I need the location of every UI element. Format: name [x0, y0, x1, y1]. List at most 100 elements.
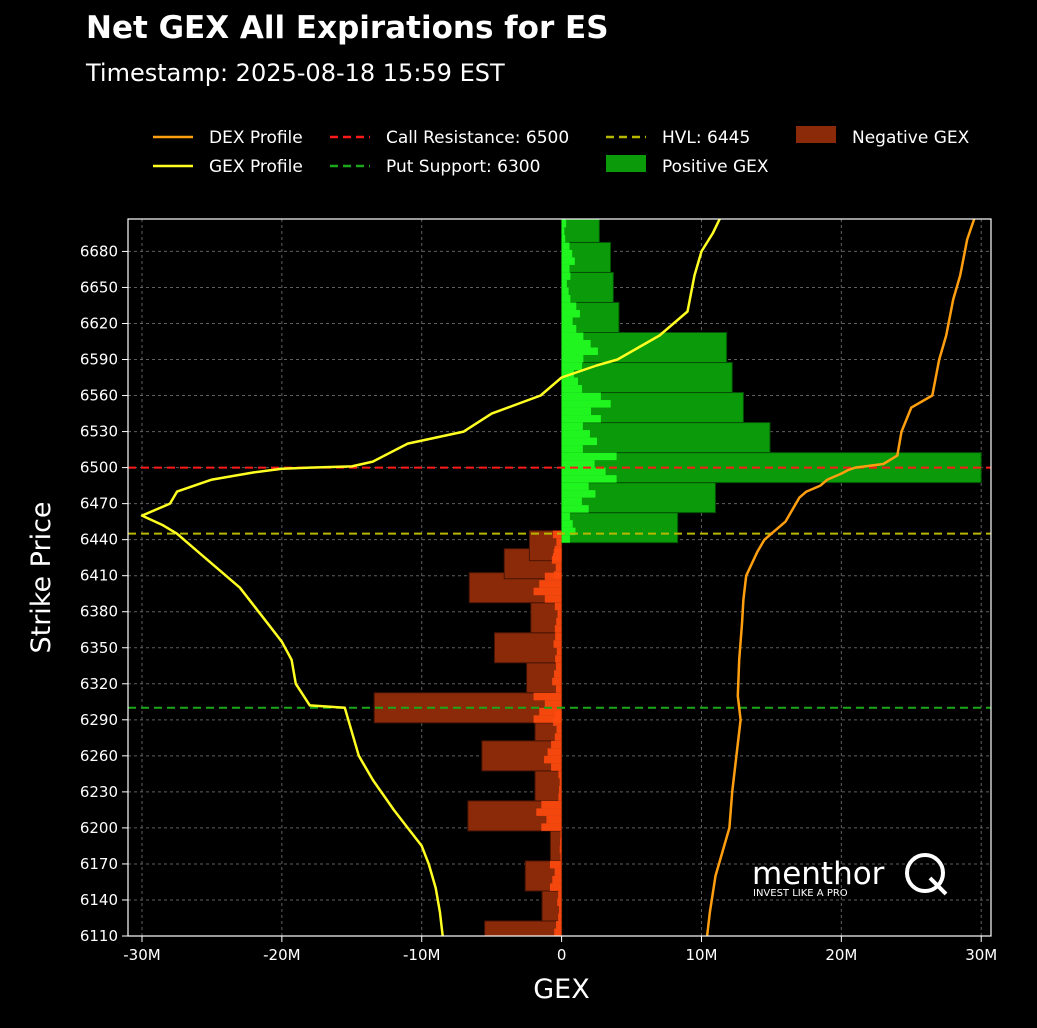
positive-gex-inner-bar: [561, 377, 578, 386]
positive-gex-inner-bar: [561, 482, 589, 491]
legend-dex-profile-label: DEX Profile: [209, 128, 303, 148]
positive-gex-inner-bar: [561, 497, 582, 506]
positive-gex-inner-bar: [561, 264, 570, 273]
y-tick-label: 6380: [80, 603, 118, 621]
y-tick-label: 6140: [80, 891, 118, 909]
negative-gex-inner-bar: [560, 838, 562, 846]
negative-gex-inner-bar: [555, 655, 562, 663]
y-tick-label: 6560: [80, 387, 118, 405]
positive-gex-inner-bar: [561, 407, 592, 416]
positive-gex-bar: [561, 219, 600, 243]
positive-gex-inner-bar: [561, 324, 577, 333]
negative-gex-inner-bar: [559, 845, 562, 854]
dex-profile-line: [705, 219, 976, 936]
negative-gex-inner-bar: [559, 905, 562, 914]
watermark-q-logo-icon: [905, 853, 945, 893]
negative-gex-inner-bar: [556, 920, 562, 929]
negative-gex-inner-bar: [555, 662, 562, 671]
negative-gex-inner-bar: [560, 830, 562, 839]
legend-gex-profile-label: GEX Profile: [209, 157, 303, 177]
negative-gex-inner-bar: [556, 617, 562, 626]
negative-gex-inner-bar: [539, 580, 562, 588]
chart-subtitle: Timestamp: 2025-08-18 15:59 EST: [86, 59, 505, 87]
positive-gex-inner-bar: [561, 227, 565, 235]
negative-gex-inner-bar: [554, 670, 562, 678]
negative-gex-inner-bar: [554, 545, 562, 554]
negative-gex-inner-bar: [547, 748, 562, 756]
positive-gex-inner-bar: [561, 219, 567, 228]
positive-gex-inner-bar: [561, 430, 590, 438]
positive-gex-inner-bar: [561, 415, 601, 423]
y-tick-label: 6500: [80, 459, 118, 477]
positive-gex-inner-bar: [561, 234, 566, 243]
positive-gex-bar: [561, 241, 612, 273]
negative-gex-inner-bar: [556, 725, 562, 734]
positive-gex-inner-bar: [561, 272, 571, 280]
negative-gex-inner-bar: [555, 563, 562, 572]
negative-gex-inner-bar: [556, 538, 562, 546]
negative-gex-inner-bar: [553, 571, 562, 579]
y-axis-label: Strike Price: [26, 501, 57, 653]
positive-gex-inner-bar: [561, 242, 570, 250]
positive-gex-inner-bar: [561, 362, 583, 371]
positive-gex-inner-bar: [561, 467, 606, 476]
positive-gex-inner-bar: [561, 437, 598, 446]
y-tick-label: 6350: [80, 639, 118, 657]
positive-gex-inner-bar: [561, 370, 574, 378]
legend-positive-gex-swatch: [606, 155, 646, 172]
positive-gex-inner-bar: [561, 294, 571, 303]
positive-gex-inner-bar: [561, 475, 617, 483]
positive-gex-inner-bar: [561, 527, 576, 536]
negative-gex-inner-bar: [552, 875, 562, 884]
negative-gex-inner-bar: [559, 785, 562, 794]
y-tick-label: 6530: [80, 423, 118, 441]
negative-gex-bar: [534, 770, 563, 802]
positive-gex-inner-bar: [561, 400, 611, 408]
negative-gex-inner-bar: [558, 793, 562, 801]
negative-gex-inner-bar: [557, 610, 562, 618]
y-tick-label: 6620: [80, 314, 118, 332]
negative-gex-inner-bar: [552, 553, 562, 561]
positive-gex-inner-bar: [561, 309, 580, 318]
negative-gex-inner-bar: [544, 755, 562, 764]
negative-gex-inner-bar: [549, 860, 562, 869]
y-tick-label: 6230: [80, 783, 118, 801]
y-tick-label: 6170: [80, 855, 118, 873]
negative-gex-inner-bar: [560, 853, 562, 861]
positive-gex-inner-bar: [561, 445, 583, 453]
x-tick-label: -20M: [263, 946, 300, 964]
x-tick-label: -10M: [403, 946, 440, 964]
negative-gex-inner-bar: [549, 883, 562, 891]
x-tick-label: 10M: [685, 946, 717, 964]
gex-profile-line: [140, 219, 721, 936]
positive-gex-bar: [561, 422, 771, 454]
positive-gex-inner-bar: [561, 520, 573, 528]
positive-gex-inner-bar: [561, 512, 570, 521]
negative-gex-inner-bar: [552, 936, 561, 944]
negative-gex-inner-bar: [556, 647, 562, 656]
negative-gex-inner-bar: [544, 700, 562, 708]
x-axis-label: GEX: [533, 974, 589, 1005]
chart-title: Net GEX All Expirations for ES: [86, 10, 609, 46]
y-tick-label: 6440: [80, 531, 118, 549]
positive-gex-inner-bar: [561, 392, 601, 401]
positive-gex-inner-bar: [561, 257, 575, 265]
negative-gex-inner-bar: [539, 707, 562, 716]
positive-gex-inner-bar: [561, 535, 570, 543]
watermark-tagline: INVEST LIKE A PRO: [753, 888, 848, 899]
positive-gex-inner-bar: [561, 347, 598, 356]
positive-gex-inner-bar: [561, 279, 567, 288]
positive-gex-inner-bar: [561, 460, 595, 468]
watermark-brand: menthor: [752, 856, 885, 892]
positive-gex-inner-bar: [561, 490, 596, 498]
negative-gex-inner-bar: [546, 815, 562, 824]
watermark-q-tail-icon: [928, 876, 948, 896]
positive-gex-inner-bar: [561, 452, 617, 461]
negative-gex-inner-bar: [551, 763, 562, 771]
x-tick-label: 30M: [965, 946, 997, 964]
plot-layer: [128, 219, 991, 944]
negative-gex-inner-bar: [551, 740, 562, 749]
negative-gex-inner-bar: [541, 823, 562, 831]
